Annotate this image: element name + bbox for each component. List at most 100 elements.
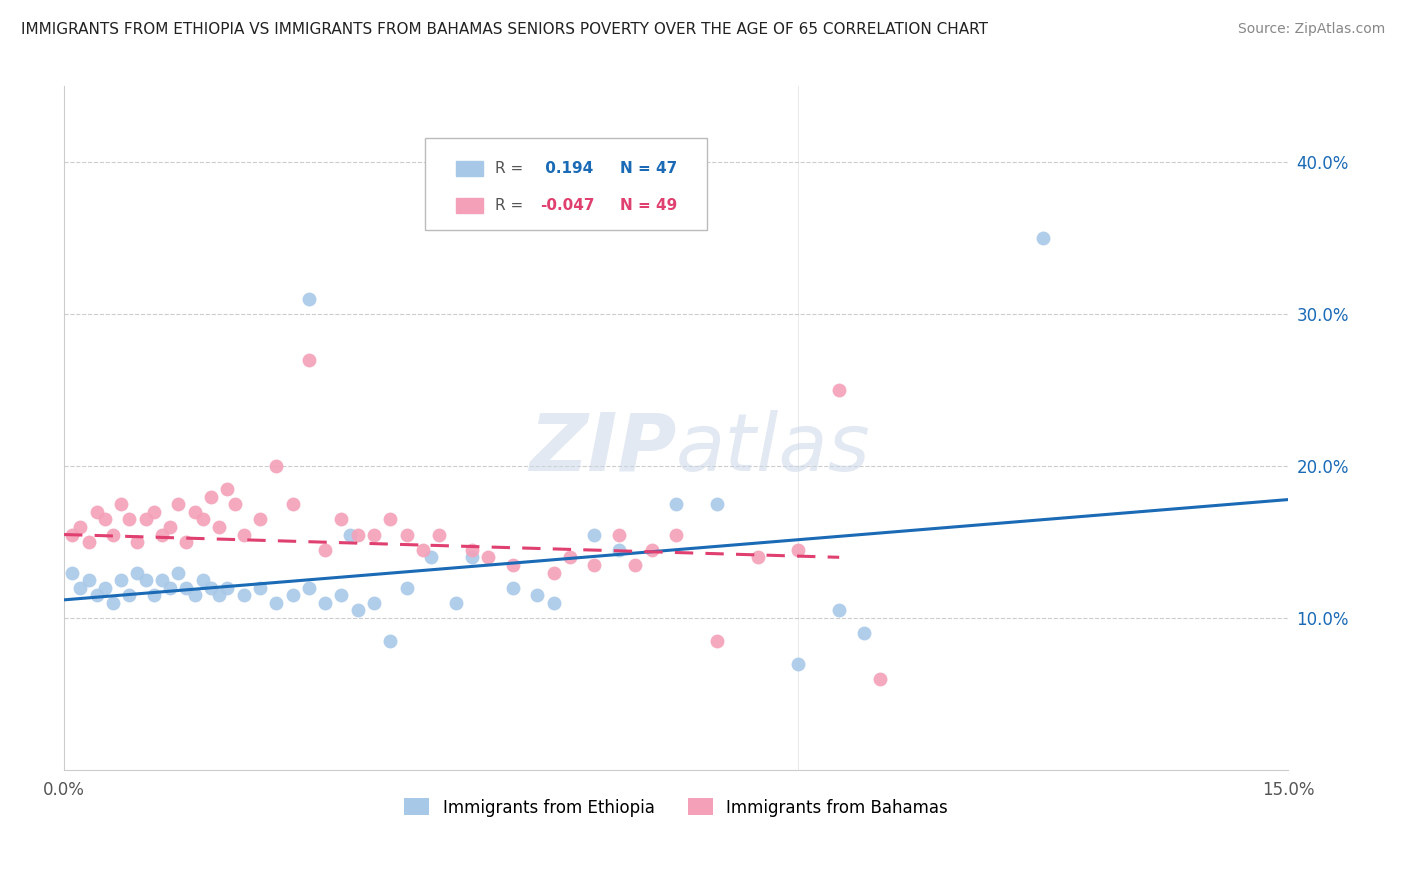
Point xyxy=(706,497,728,511)
Bar xyxy=(456,161,482,176)
Point xyxy=(101,596,124,610)
Point xyxy=(110,497,132,511)
FancyBboxPatch shape xyxy=(425,137,707,230)
Point xyxy=(127,566,149,580)
Point xyxy=(69,581,91,595)
Text: atlas: atlas xyxy=(676,409,870,488)
Point xyxy=(232,527,254,541)
Point xyxy=(298,581,321,595)
Bar xyxy=(456,198,482,213)
Point xyxy=(558,550,581,565)
Point xyxy=(135,573,157,587)
Point xyxy=(217,581,239,595)
Point xyxy=(665,527,688,541)
Point xyxy=(264,596,287,610)
Point xyxy=(787,542,810,557)
Point xyxy=(118,588,141,602)
Point xyxy=(828,603,851,617)
Point xyxy=(330,588,353,602)
Point xyxy=(852,626,875,640)
Point xyxy=(86,505,108,519)
Point xyxy=(583,558,606,572)
Point xyxy=(208,588,231,602)
Point xyxy=(281,497,304,511)
Point xyxy=(60,527,83,541)
Point xyxy=(281,588,304,602)
Point xyxy=(412,542,434,557)
Point xyxy=(191,573,214,587)
Point xyxy=(747,550,769,565)
Point xyxy=(380,633,402,648)
Point xyxy=(110,573,132,587)
Text: R =: R = xyxy=(495,198,529,213)
Point xyxy=(69,520,91,534)
Point xyxy=(583,527,606,541)
Point xyxy=(77,573,100,587)
Point xyxy=(314,596,336,610)
Text: 0.194: 0.194 xyxy=(540,161,593,176)
Point xyxy=(167,497,190,511)
Point xyxy=(176,535,198,549)
Point xyxy=(249,581,271,595)
Legend: Immigrants from Ethiopia, Immigrants from Bahamas: Immigrants from Ethiopia, Immigrants fro… xyxy=(398,792,955,823)
Point xyxy=(461,542,484,557)
Text: N = 47: N = 47 xyxy=(620,161,676,176)
Point xyxy=(208,520,231,534)
Point xyxy=(787,657,810,671)
Point xyxy=(828,383,851,397)
Point xyxy=(502,558,524,572)
Point xyxy=(264,459,287,474)
Text: Source: ZipAtlas.com: Source: ZipAtlas.com xyxy=(1237,22,1385,37)
Point xyxy=(142,588,165,602)
Point xyxy=(477,550,499,565)
Text: ZIP: ZIP xyxy=(529,409,676,488)
Point xyxy=(543,596,565,610)
Point xyxy=(224,497,246,511)
Point xyxy=(461,550,484,565)
Point xyxy=(640,542,662,557)
Point xyxy=(869,672,891,686)
Point xyxy=(1032,231,1054,245)
Point xyxy=(363,596,385,610)
Point xyxy=(298,352,321,367)
Point xyxy=(363,527,385,541)
Point xyxy=(142,505,165,519)
Point xyxy=(159,520,181,534)
Point xyxy=(607,542,630,557)
Text: R =: R = xyxy=(495,161,529,176)
Point xyxy=(380,512,402,526)
Point xyxy=(150,573,173,587)
Point xyxy=(94,581,117,595)
Point xyxy=(150,527,173,541)
Point xyxy=(86,588,108,602)
Point xyxy=(444,596,467,610)
Point xyxy=(200,490,222,504)
Point xyxy=(176,581,198,595)
Point xyxy=(395,581,418,595)
Text: -0.047: -0.047 xyxy=(540,198,595,213)
Point xyxy=(159,581,181,595)
Point xyxy=(706,633,728,648)
Point xyxy=(200,581,222,595)
Point xyxy=(118,512,141,526)
Point xyxy=(167,566,190,580)
Point xyxy=(101,527,124,541)
Point xyxy=(232,588,254,602)
Point xyxy=(77,535,100,549)
Point xyxy=(217,482,239,496)
Point xyxy=(183,505,205,519)
Point xyxy=(94,512,117,526)
Point xyxy=(127,535,149,549)
Point xyxy=(298,292,321,306)
Point xyxy=(526,588,548,602)
Point xyxy=(420,550,443,565)
Point xyxy=(543,566,565,580)
Point xyxy=(314,542,336,557)
Text: N = 49: N = 49 xyxy=(620,198,676,213)
Point xyxy=(502,581,524,595)
Point xyxy=(191,512,214,526)
Point xyxy=(330,512,353,526)
Point xyxy=(665,497,688,511)
Point xyxy=(183,588,205,602)
Point xyxy=(339,527,361,541)
